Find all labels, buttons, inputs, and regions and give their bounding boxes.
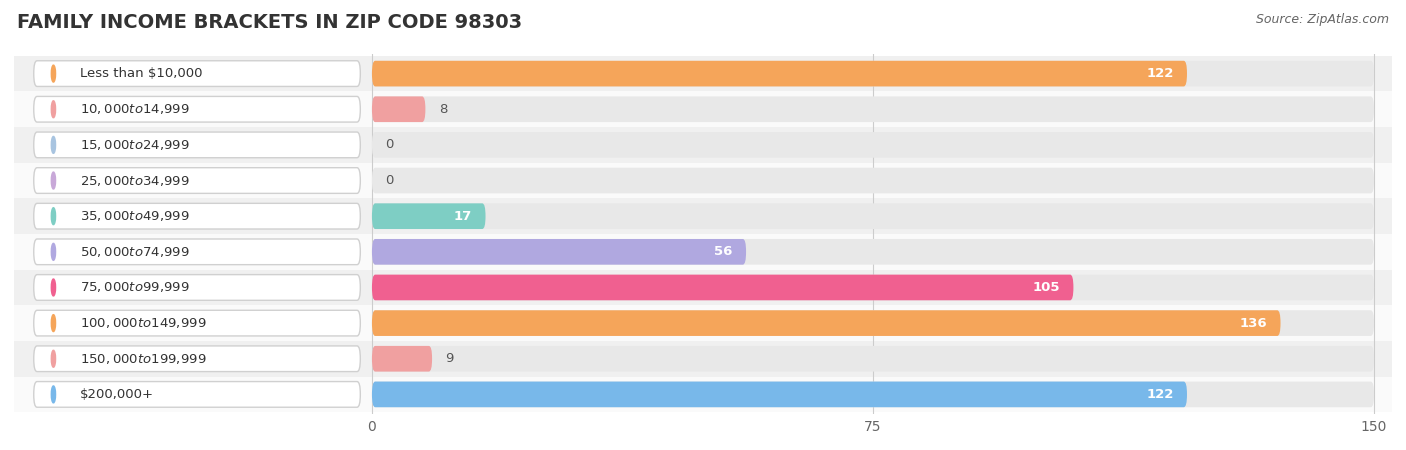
FancyBboxPatch shape <box>373 274 1073 300</box>
FancyBboxPatch shape <box>373 61 1374 86</box>
Circle shape <box>51 136 56 153</box>
Text: Source: ZipAtlas.com: Source: ZipAtlas.com <box>1256 14 1389 27</box>
Text: 17: 17 <box>454 210 472 223</box>
Circle shape <box>51 65 56 82</box>
Text: $100,000 to $149,999: $100,000 to $149,999 <box>80 316 207 330</box>
Text: 0: 0 <box>385 139 394 151</box>
Circle shape <box>51 386 56 403</box>
Text: $75,000 to $99,999: $75,000 to $99,999 <box>80 280 190 294</box>
Text: $15,000 to $24,999: $15,000 to $24,999 <box>80 138 190 152</box>
FancyBboxPatch shape <box>373 274 1374 300</box>
FancyBboxPatch shape <box>34 96 360 122</box>
FancyBboxPatch shape <box>34 346 360 372</box>
FancyBboxPatch shape <box>373 239 747 265</box>
Text: $200,000+: $200,000+ <box>80 388 155 401</box>
FancyBboxPatch shape <box>14 234 1392 270</box>
Text: Less than $10,000: Less than $10,000 <box>80 67 202 80</box>
Circle shape <box>51 350 56 367</box>
FancyBboxPatch shape <box>14 377 1392 412</box>
Text: 0: 0 <box>385 174 394 187</box>
FancyBboxPatch shape <box>34 239 360 265</box>
Circle shape <box>51 101 56 118</box>
Circle shape <box>51 208 56 225</box>
FancyBboxPatch shape <box>14 341 1392 377</box>
Text: $25,000 to $34,999: $25,000 to $34,999 <box>80 174 190 188</box>
Circle shape <box>51 172 56 189</box>
FancyBboxPatch shape <box>373 346 432 372</box>
FancyBboxPatch shape <box>14 270 1392 305</box>
FancyBboxPatch shape <box>34 168 360 194</box>
FancyBboxPatch shape <box>373 239 1374 265</box>
FancyBboxPatch shape <box>373 310 1281 336</box>
FancyBboxPatch shape <box>14 305 1392 341</box>
Text: 8: 8 <box>439 103 447 116</box>
FancyBboxPatch shape <box>373 310 1374 336</box>
Text: $10,000 to $14,999: $10,000 to $14,999 <box>80 102 190 116</box>
Text: $150,000 to $199,999: $150,000 to $199,999 <box>80 352 207 366</box>
Text: 122: 122 <box>1146 67 1174 80</box>
FancyBboxPatch shape <box>14 198 1392 234</box>
FancyBboxPatch shape <box>14 127 1392 163</box>
FancyBboxPatch shape <box>34 132 360 158</box>
FancyBboxPatch shape <box>34 61 360 86</box>
Text: 105: 105 <box>1032 281 1060 294</box>
Text: 9: 9 <box>446 352 454 365</box>
Text: FAMILY INCOME BRACKETS IN ZIP CODE 98303: FAMILY INCOME BRACKETS IN ZIP CODE 98303 <box>17 14 522 32</box>
Circle shape <box>51 315 56 332</box>
Text: $35,000 to $49,999: $35,000 to $49,999 <box>80 209 190 223</box>
FancyBboxPatch shape <box>373 168 1374 194</box>
FancyBboxPatch shape <box>373 203 485 229</box>
FancyBboxPatch shape <box>34 382 360 407</box>
FancyBboxPatch shape <box>14 56 1392 91</box>
FancyBboxPatch shape <box>373 382 1187 407</box>
FancyBboxPatch shape <box>373 96 426 122</box>
FancyBboxPatch shape <box>14 91 1392 127</box>
FancyBboxPatch shape <box>14 163 1392 198</box>
FancyBboxPatch shape <box>373 346 1374 372</box>
Text: $50,000 to $74,999: $50,000 to $74,999 <box>80 245 190 259</box>
FancyBboxPatch shape <box>34 203 360 229</box>
FancyBboxPatch shape <box>373 203 1374 229</box>
FancyBboxPatch shape <box>373 382 1374 407</box>
Circle shape <box>51 279 56 296</box>
Text: 122: 122 <box>1146 388 1174 401</box>
FancyBboxPatch shape <box>34 310 360 336</box>
FancyBboxPatch shape <box>34 274 360 300</box>
Circle shape <box>51 243 56 260</box>
Text: 56: 56 <box>714 245 733 258</box>
Text: 136: 136 <box>1240 317 1267 329</box>
FancyBboxPatch shape <box>373 61 1187 86</box>
FancyBboxPatch shape <box>373 132 1374 158</box>
FancyBboxPatch shape <box>373 96 1374 122</box>
